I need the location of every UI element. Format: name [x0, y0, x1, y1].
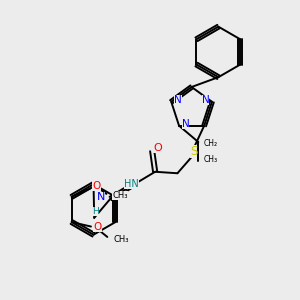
Text: O: O: [153, 143, 162, 153]
Text: CH₃: CH₃: [204, 155, 218, 164]
Text: O: O: [92, 181, 101, 191]
Text: CH₂: CH₂: [204, 139, 218, 148]
Text: O: O: [93, 221, 102, 232]
Text: HN: HN: [124, 179, 139, 189]
Text: N: N: [174, 95, 182, 105]
Text: N: N: [97, 192, 105, 202]
Text: CH₃: CH₃: [112, 190, 128, 200]
Text: N: N: [182, 119, 189, 129]
Text: N: N: [202, 95, 209, 105]
Text: CH₃: CH₃: [113, 235, 129, 244]
Text: H: H: [92, 207, 99, 216]
Text: S: S: [190, 146, 197, 158]
